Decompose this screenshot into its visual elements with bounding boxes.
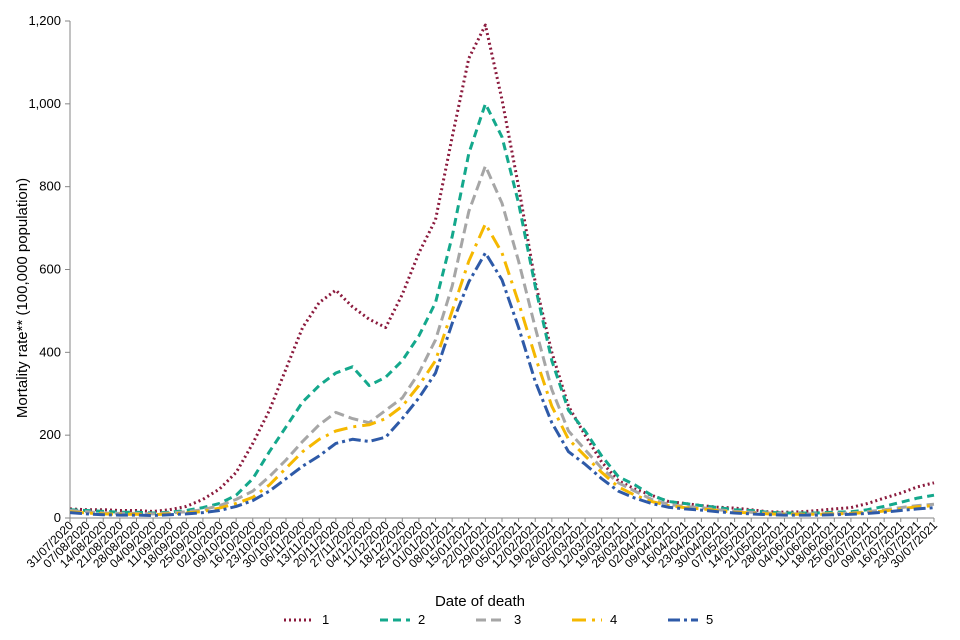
- y-tick-label: 600: [39, 262, 61, 277]
- series-line-5: [69, 251, 935, 517]
- x-axis-title: Date of death: [435, 593, 525, 610]
- y-axis-title: Mortality rate** (100,000 population): [14, 178, 31, 418]
- legend: 1 2 3 4 5: [284, 612, 713, 627]
- legend-item-1: 1: [284, 612, 329, 627]
- series-line-3: [69, 164, 935, 516]
- x-axis: 31/07/202007/08/202014/08/202021/08/2020…: [24, 517, 940, 571]
- legend-label: 3: [514, 612, 521, 627]
- series-line-2: [69, 102, 935, 515]
- y-tick-label: 400: [39, 344, 61, 359]
- legend-label: 4: [610, 612, 617, 627]
- series-line-1: [69, 23, 935, 514]
- legend-item-3: 3: [476, 612, 521, 627]
- legend-item-4: 4: [572, 612, 617, 627]
- series-line-4: [69, 222, 935, 517]
- legend-label: 1: [322, 612, 329, 627]
- series-lines: [69, 23, 935, 517]
- legend-label: 2: [418, 612, 425, 627]
- y-axis: 0 200 400 600 800 1,000 1,200: [28, 13, 71, 525]
- y-tick-label: 800: [39, 179, 61, 194]
- legend-label: 5: [706, 612, 713, 627]
- y-tick-label: 200: [39, 427, 61, 442]
- legend-item-5: 5: [668, 612, 713, 627]
- legend-item-2: 2: [380, 612, 425, 627]
- y-tick-label: 1,200: [28, 13, 61, 28]
- y-tick-label: 0: [54, 510, 61, 525]
- y-tick-label: 1,000: [28, 96, 61, 111]
